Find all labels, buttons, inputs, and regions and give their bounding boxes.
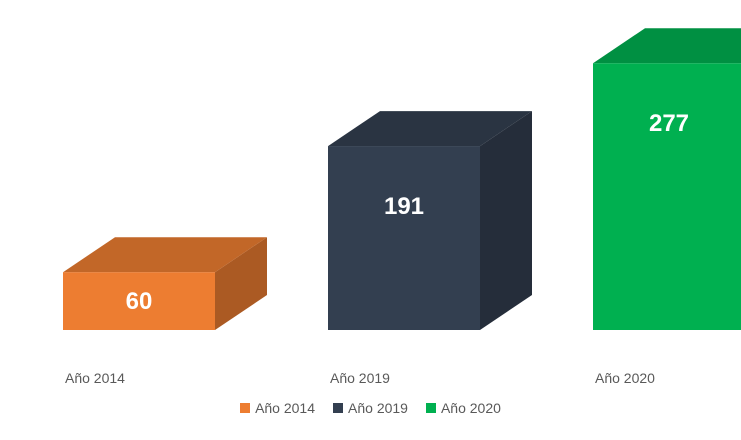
bar-2019 xyxy=(328,146,480,330)
legend-swatch-2019 xyxy=(333,403,344,413)
legend-swatch-2020 xyxy=(425,403,436,413)
data-label-2014: 60 xyxy=(126,288,153,315)
data-label-2020: 277 xyxy=(649,110,689,137)
tick-label-2019: Año 2019 xyxy=(330,370,390,386)
legend-label-2020: Año 2020 xyxy=(440,400,501,416)
legend-item-2014: Año 2014 xyxy=(240,400,315,416)
legend-item-2019: Año 2019 xyxy=(333,400,408,416)
legend-swatch-2014 xyxy=(240,403,251,413)
legend-item-2020: Año 2020 xyxy=(425,400,501,416)
bar-side-2014 xyxy=(215,237,267,330)
bar-top-2019 xyxy=(328,111,532,147)
legend-label-2014: Año 2014 xyxy=(255,400,316,416)
tick-label-2020: Año 2020 xyxy=(595,370,655,386)
bar-top-2014 xyxy=(63,237,267,273)
bar-2020 xyxy=(593,63,741,331)
bar-side-2019 xyxy=(480,111,532,330)
bar-top-2020 xyxy=(593,28,741,64)
tick-label-2014: Año 2014 xyxy=(65,370,125,386)
data-label-2019: 191 xyxy=(384,193,424,220)
legend: Año 2014 Año 2019 Año 2020 xyxy=(0,400,741,416)
bar-2014 xyxy=(63,272,215,330)
legend-label-2019: Año 2019 xyxy=(348,400,408,416)
